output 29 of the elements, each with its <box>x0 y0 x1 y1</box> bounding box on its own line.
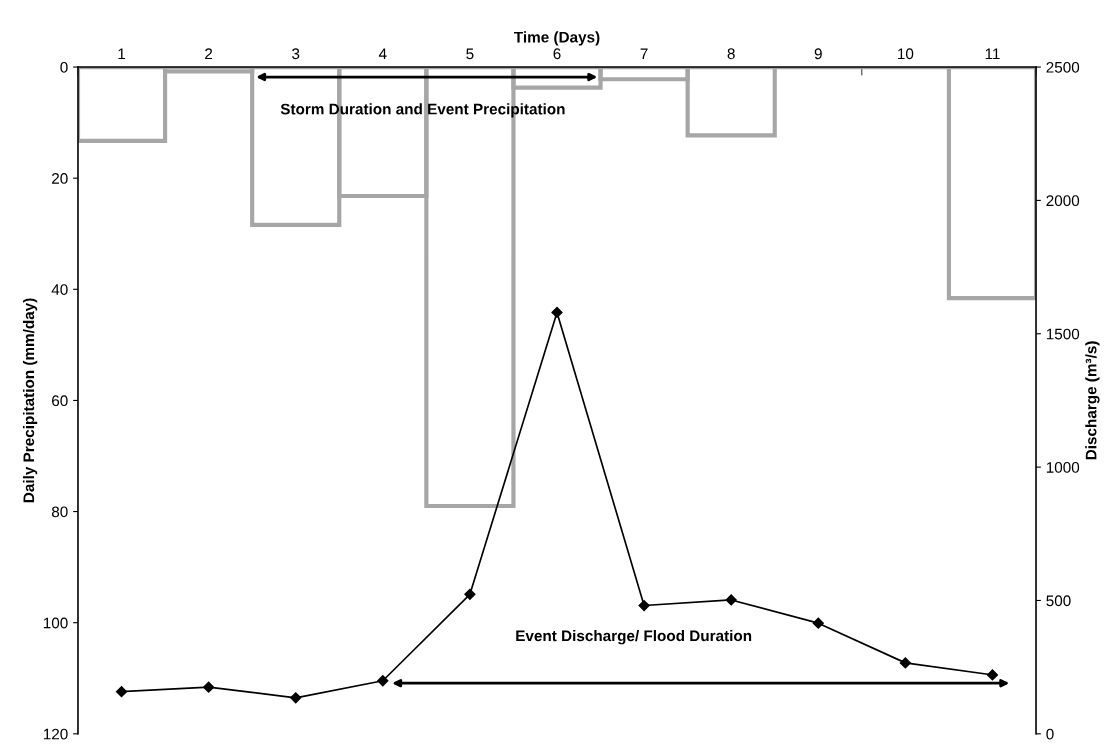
y2-tick-label: 1500 <box>1046 328 1080 340</box>
y2-tick-label: 0 <box>1046 728 1054 740</box>
x-tick-label: 6 <box>553 48 561 60</box>
y2-tick-label: 500 <box>1046 595 1071 607</box>
y-tick-label: 100 <box>43 617 68 629</box>
x-axis-title: Time (Days) <box>514 31 600 46</box>
y-tick-label: 20 <box>52 173 68 184</box>
y-tick-label: 120 <box>43 728 68 740</box>
x-tick-label: 7 <box>640 48 648 60</box>
y-tick-label: 60 <box>52 395 68 407</box>
y-axis-title: Daily Precipitation (mm/day) <box>22 298 38 503</box>
x-tick-label: 10 <box>898 48 914 60</box>
annotation: Event Discharge/ Flood Duration <box>516 629 752 645</box>
y2-tick-label: 2500 <box>1046 61 1080 73</box>
x-tick-label: 1 <box>118 48 126 60</box>
x-tick-label: 2 <box>205 48 213 60</box>
x-tick-label: 11 <box>985 48 1000 60</box>
y-tick-label: 80 <box>51 506 68 518</box>
x-tick-label: 5 <box>466 48 474 60</box>
annotation: Storm Duration and Event Precipitation <box>280 103 565 118</box>
x-tick-label: 4 <box>378 48 387 60</box>
y-tick-label: 0 <box>60 61 68 73</box>
y2-tick-label: 2000 <box>1046 195 1080 207</box>
x-tick-label: 9 <box>814 48 822 60</box>
x-tick-label: 3 <box>292 48 300 60</box>
y-tick-label: 40 <box>51 284 68 295</box>
x-tick-label: 8 <box>727 48 735 60</box>
y2-tick-label: 1000 <box>1046 461 1080 473</box>
y2-axis-title: Discharge (m³/s) <box>1085 341 1100 460</box>
